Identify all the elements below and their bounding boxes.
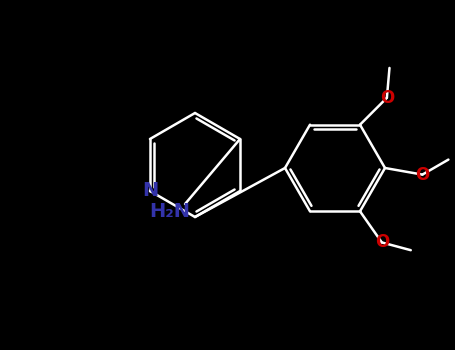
Text: O: O bbox=[415, 166, 430, 184]
Text: H₂N: H₂N bbox=[150, 203, 191, 222]
Text: O: O bbox=[374, 233, 389, 251]
Text: N: N bbox=[142, 182, 158, 201]
Text: O: O bbox=[380, 89, 394, 107]
